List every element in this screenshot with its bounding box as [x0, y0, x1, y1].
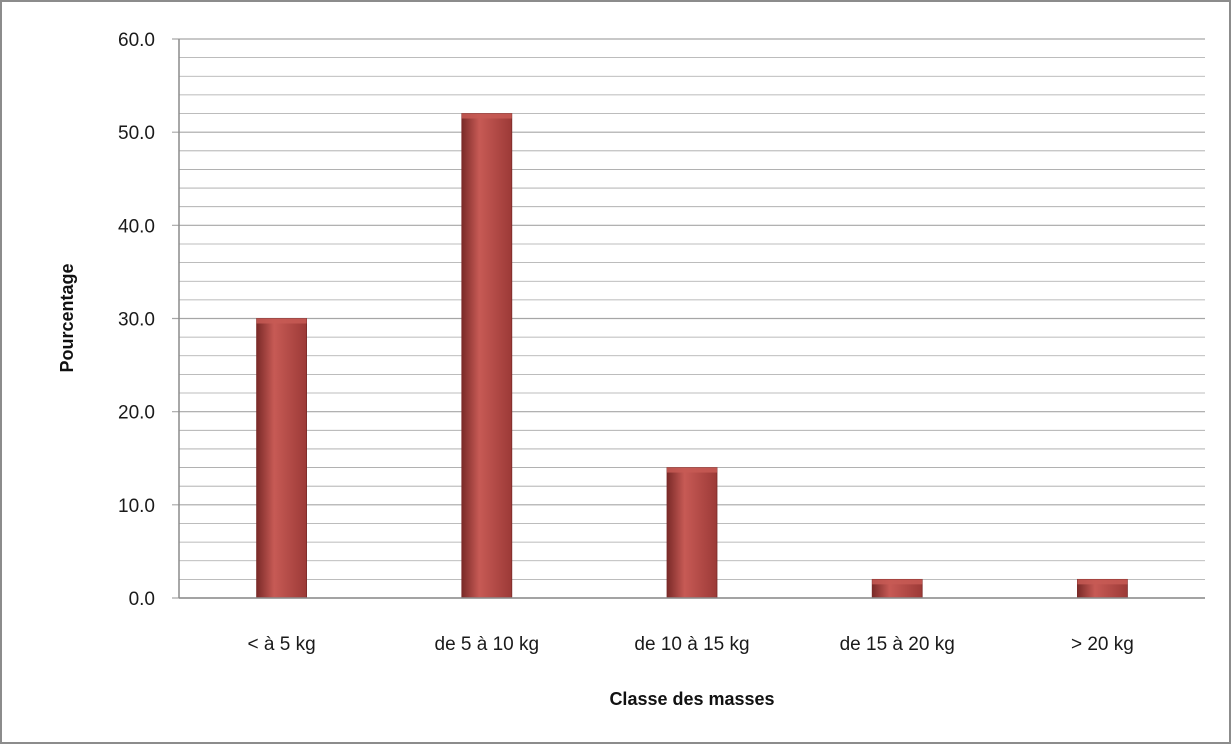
bar	[256, 318, 308, 599]
y-tick-label: 40.0	[118, 216, 155, 237]
x-tick-label: de 5 à 10 kg	[435, 634, 540, 655]
bars-group	[256, 113, 1128, 599]
grid-lines	[172, 38, 1205, 599]
bar	[461, 113, 513, 599]
y-tick-label: 50.0	[118, 123, 155, 144]
bar-top-highlight	[872, 579, 923, 585]
y-tick-label: 20.0	[118, 403, 155, 424]
y-tick-labels: 0.0 10.0 20.0 30.0 40.0 50.0 60.0	[118, 30, 155, 610]
y-tick-label: 30.0	[118, 310, 155, 331]
x-tick-label: > 20 kg	[1071, 634, 1134, 655]
y-tick-label: 60.0	[118, 30, 155, 51]
bar-top-highlight	[1077, 579, 1128, 585]
bar-top-highlight	[667, 467, 717, 473]
x-tick-label: de 15 à 20 kg	[840, 634, 955, 655]
x-tick-label: de 10 à 15 kg	[634, 634, 749, 655]
y-axis-title: Pourcentage	[57, 263, 77, 372]
bar-top-highlight	[461, 113, 512, 119]
bar	[666, 467, 718, 599]
bar-top-highlight	[256, 318, 307, 324]
x-tick-labels: < à 5 kg de 5 à 10 kg de 10 à 15 kg de 15 à…	[248, 634, 1134, 655]
y-tick-label: 0.0	[129, 589, 155, 610]
x-axis-title: Classe des masses	[609, 689, 774, 709]
x-tick-label: < à 5 kg	[248, 634, 316, 655]
y-tick-label: 10.0	[118, 496, 155, 517]
